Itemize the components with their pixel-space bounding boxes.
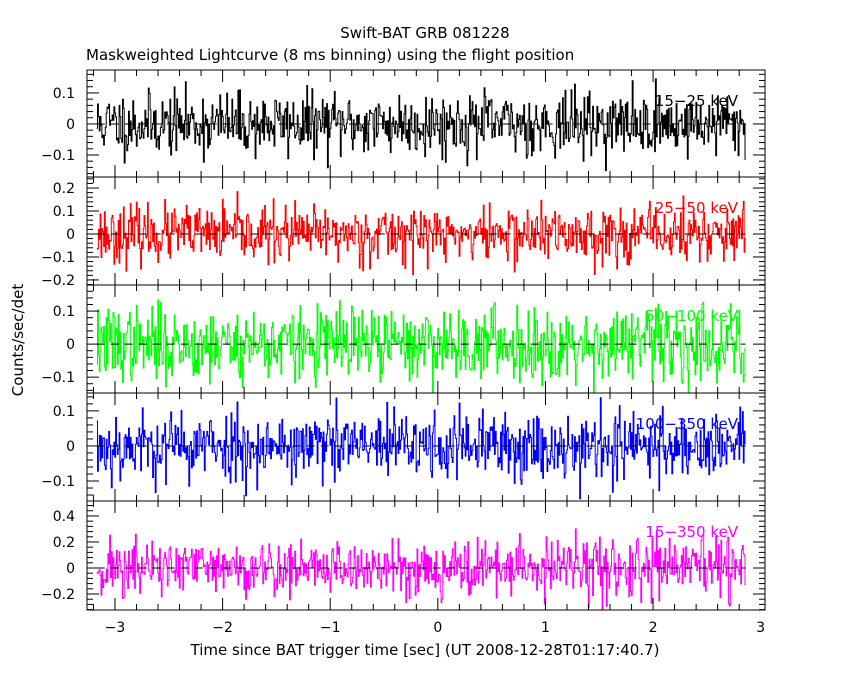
lightcurve-series [96, 299, 746, 394]
y-tick-label: −0.1 [41, 370, 75, 386]
x-tick-label: 1 [541, 620, 550, 636]
y-tick-label: −0.1 [41, 250, 75, 266]
panel-50-100-kev: −0.1 0 0.1 50−100 keV [41, 284, 766, 394]
x-tick-label: 0 [433, 620, 442, 636]
y-tick-label: 0.4 [53, 509, 75, 525]
energy-band-label: 15−350 keV [645, 523, 738, 541]
y-tick-label: 0.1 [53, 86, 75, 102]
y-tick-label: 0.2 [53, 181, 75, 197]
chart-title: Swift-BAT GRB 081228 [340, 24, 509, 42]
chart-subtitle: Maskweighted Lightcurve (8 ms binning) u… [86, 46, 574, 64]
y-tick-label: 0 [66, 439, 75, 455]
panel-25-50-kev: −0.2 −0.1 0 0.1 0.2 25−50 keV [41, 176, 766, 289]
lightcurve-series [96, 191, 746, 276]
energy-band-label: 50−100 keV [645, 307, 738, 325]
x-tick-label: 2 [649, 620, 658, 636]
x-tick-label: −1 [320, 620, 341, 636]
y-tick-label: −0.1 [41, 474, 75, 490]
y-tick-label: −0.2 [41, 587, 75, 603]
y-tick-label: −0.2 [41, 273, 75, 289]
y-tick-label: −0.1 [41, 148, 75, 164]
panel-15-25-kev: −0.1 0 0.1 15−25 keV [41, 69, 766, 178]
y-tick-label: 0.2 [53, 535, 75, 551]
lightcurve-series [96, 78, 746, 172]
lightcurve-series [96, 397, 746, 500]
x-tick-label: −3 [105, 620, 126, 636]
y-axis-label: Counts/sec/det [9, 284, 27, 397]
y-tick-label: 0 [66, 227, 75, 243]
energy-band-label: 100−350 keV [636, 415, 739, 433]
energy-band-label: 25−50 keV [655, 199, 739, 217]
panel-100-350-kev: −0.1 0 0.1 100−350 keV [41, 392, 766, 502]
y-tick-label: 0 [66, 337, 75, 353]
x-tick-label: −2 [212, 620, 233, 636]
x-tick-label: 3 [756, 620, 765, 636]
y-tick-label: 0.1 [53, 204, 75, 220]
y-tick-label: 0.1 [53, 404, 75, 420]
x-axis-label: Time since BAT trigger time [sec] (UT 20… [190, 641, 660, 659]
lightcurve-series [96, 528, 746, 611]
panel-frame [86, 500, 766, 611]
y-tick-label: 0 [66, 117, 75, 133]
energy-band-label: 15−25 keV [655, 92, 739, 110]
y-tick-label: 0 [66, 561, 75, 577]
panel-15-350-kev: −0.2 0 0.2 0.4 15−350 keV [41, 500, 766, 611]
y-tick-label: 0.1 [53, 304, 75, 320]
